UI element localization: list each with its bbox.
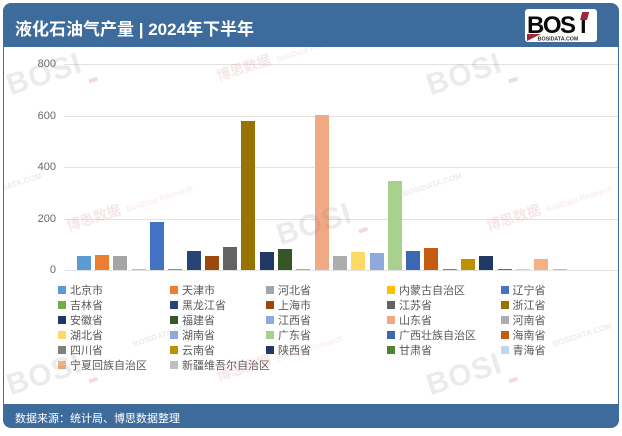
svg-text:BOSIDATA.COM: BOSIDATA.COM — [538, 37, 579, 43]
